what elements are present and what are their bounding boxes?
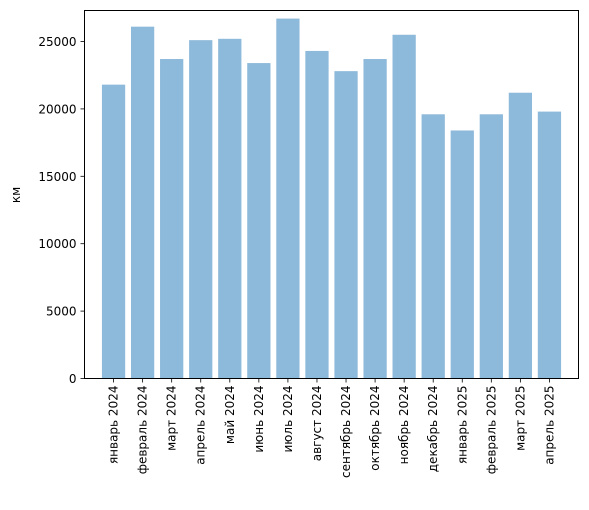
x-axis: январь 2024 февраль 2024 март 2024 апрель 2…	[107, 378, 556, 478]
bar	[363, 59, 387, 379]
x-tick-label: апрель 2024	[194, 386, 208, 465]
x-tick-label: март 2024	[165, 386, 179, 451]
bar	[276, 18, 300, 379]
x-tick-label: июнь 2024	[252, 386, 266, 453]
x-tick-label: июль 2024	[281, 386, 295, 453]
bar	[392, 34, 416, 379]
bars-layer	[101, 18, 562, 379]
x-tick-label: январь 2025	[455, 386, 469, 465]
y-tick-label: 10000	[38, 237, 76, 251]
x-tick-label: август 2024	[310, 386, 324, 462]
x-tick-label: февраль 2024	[136, 386, 150, 475]
bar	[334, 71, 358, 379]
x-tick-label: сентябрь 2024	[339, 386, 353, 478]
y-tick-label: 5000	[46, 305, 77, 319]
bar	[218, 38, 242, 379]
bar	[537, 111, 562, 379]
x-tick-label: ноябрь 2024	[397, 386, 411, 465]
y-tick-label: 15000	[38, 170, 76, 184]
plot-frame	[84, 10, 579, 379]
x-tick-label: март 2025	[513, 386, 527, 451]
x-tick-label: май 2024	[223, 386, 237, 445]
bar	[305, 50, 329, 379]
y-tick-label: 0	[69, 372, 77, 386]
y-tick-label: 25000	[38, 35, 76, 49]
bar	[247, 63, 271, 379]
bar	[160, 59, 184, 379]
bar	[479, 114, 503, 379]
x-tick-label: декабрь 2024	[426, 385, 440, 472]
bar	[101, 84, 126, 379]
x-tick-label: январь 2024	[107, 386, 121, 465]
bar	[508, 92, 533, 379]
y-axis: 0 5000 10000 15000 20000 25000	[38, 35, 85, 386]
y-tick-label: 20000	[38, 102, 76, 116]
bar	[130, 26, 155, 379]
x-tick-label: февраль 2025	[484, 386, 498, 475]
bar	[189, 40, 213, 379]
bar	[450, 130, 474, 379]
bar	[421, 114, 445, 379]
x-tick-label: апрель 2025	[542, 386, 556, 465]
x-tick-label: октябрь 2024	[368, 386, 382, 471]
y-axis-label: км	[9, 187, 23, 203]
